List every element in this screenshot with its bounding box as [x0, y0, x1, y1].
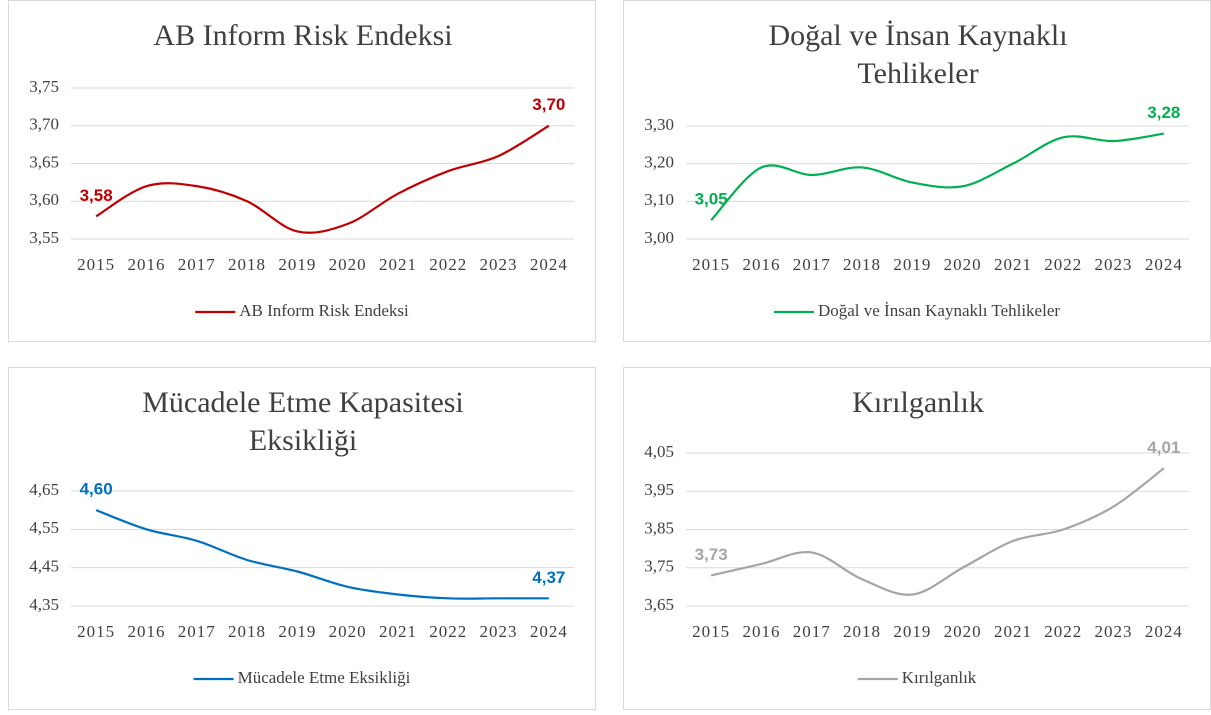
y-tick-label: 3,75 [644, 557, 674, 576]
y-tick-label: 3,75 [29, 77, 59, 96]
series-line [710, 467, 1165, 596]
x-tick-label: 2023 [480, 622, 518, 641]
data-label: 3,70 [532, 95, 565, 114]
series-line [95, 124, 550, 234]
y-tick-label: 3,65 [29, 152, 59, 171]
chart: 4,35 4,45 4,55 4,65 2015 2016 2017 2018 2019 2020… [29, 480, 574, 687]
x-tick-label: 2020 [329, 255, 367, 274]
chart-panel: Mücadele Etme Kapasitesi Eksikliği 4,35 4,… [8, 367, 596, 710]
y-tick-label: 3,10 [644, 190, 674, 209]
x-tick-label: 2022 [429, 255, 467, 274]
y-tick-label: 3,30 [644, 115, 674, 134]
data-label: 4,37 [532, 568, 565, 587]
x-tick-label: 2021 [994, 255, 1032, 274]
x-tick-label: 2021 [994, 622, 1032, 641]
y-tick-label: 3,55 [29, 228, 59, 247]
y-tick-label: 3,85 [644, 518, 674, 537]
x-tick-label: 2017 [793, 622, 831, 641]
x-tick-label: 2015 [692, 255, 730, 274]
x-tick-label: 2016 [127, 255, 165, 274]
x-tick-label: 2023 [1095, 255, 1133, 274]
x-tick-label: 2018 [228, 622, 266, 641]
y-tick-label: 3,70 [29, 115, 59, 134]
chart-title: Mücadele Etme Kapasitesi Eksikliği [142, 386, 464, 457]
x-tick-label: 2019 [893, 622, 931, 641]
x-tick-label: 2015 [77, 255, 115, 274]
x-tick-label: 2019 [278, 622, 316, 641]
chart: 3,00 3,10 3,20 3,30 2015 2016 2017 2018 2019 2020… [644, 103, 1189, 320]
y-tick-label: 4,65 [29, 480, 59, 499]
x-tick-label: 2018 [843, 255, 881, 274]
data-label: 3,05 [695, 190, 728, 209]
y-tick-label: 4,05 [644, 442, 674, 461]
x-tick-label: 2022 [1044, 622, 1082, 641]
y-tick-label: 3,00 [644, 228, 674, 247]
data-label: 4,01 [1147, 438, 1180, 457]
legend-label: Mücadele Etme Eksikliği [238, 668, 411, 687]
y-tick-label: 4,45 [29, 557, 59, 576]
chart-panel: Doğal ve İnsan Kaynaklı Tehlikeler 3,00 3,… [623, 0, 1211, 342]
x-tick-label: 2024 [530, 255, 568, 274]
x-tick-label: 2015 [692, 622, 730, 641]
legend-label: Doğal ve İnsan Kaynaklı Tehlikeler [818, 301, 1060, 320]
x-tick-label: 2020 [944, 622, 982, 641]
chart: 3,65 3,75 3,85 3,95 4,05 2015 2016 2017 2018 2019… [644, 438, 1189, 687]
data-label: 3,73 [695, 545, 728, 564]
x-tick-label: 2020 [329, 622, 367, 641]
data-label: 4,60 [80, 480, 113, 499]
x-tick-label: 2017 [793, 255, 831, 274]
x-tick-label: 2017 [178, 622, 216, 641]
x-tick-label: 2024 [1145, 255, 1183, 274]
y-tick-label: 3,60 [29, 190, 59, 209]
x-tick-label: 2019 [278, 255, 316, 274]
chart-panel: AB Inform Risk Endeksi 3,55 3,60 3,65 3,70 3,… [8, 0, 596, 342]
x-tick-label: 2022 [429, 622, 467, 641]
x-tick-label: 2021 [379, 255, 417, 274]
chart-title: Doğal ve İnsan Kaynaklı Tehlikeler [768, 19, 1068, 90]
x-tick-label: 2024 [1145, 622, 1183, 641]
x-tick-label: 2019 [893, 255, 931, 274]
x-tick-label: 2018 [843, 622, 881, 641]
y-tick-label: 4,55 [29, 518, 59, 537]
chart: 3,55 3,60 3,65 3,70 3,75 2015 2016 2017 2018 2019… [29, 77, 574, 320]
x-tick-label: 2016 [742, 255, 780, 274]
y-tick-label: 4,35 [29, 595, 59, 614]
x-tick-label: 2021 [379, 622, 417, 641]
data-label: 3,28 [1147, 103, 1180, 122]
y-tick-label: 3,20 [644, 153, 674, 172]
legend-label: Kırılganlık [902, 668, 977, 687]
x-tick-label: 2018 [228, 255, 266, 274]
chart-title: Kırılganlık [852, 386, 984, 419]
x-tick-label: 2024 [530, 622, 568, 641]
data-label: 3,58 [80, 186, 113, 205]
x-tick-label: 2022 [1044, 255, 1082, 274]
chart-title: AB Inform Risk Endeksi [153, 19, 453, 52]
x-tick-label: 2023 [1095, 622, 1133, 641]
x-tick-label: 2015 [77, 622, 115, 641]
x-tick-label: 2016 [127, 622, 165, 641]
x-tick-label: 2020 [944, 255, 982, 274]
chart-panel: Kırılganlık 3,65 3,75 3,85 3,95 4,05 2015 2016 2… [623, 367, 1211, 710]
x-tick-label: 2017 [178, 255, 216, 274]
series-line [95, 509, 549, 600]
y-tick-label: 3,65 [644, 595, 674, 614]
series-line [710, 132, 1165, 221]
x-tick-label: 2023 [480, 255, 518, 274]
y-tick-label: 3,95 [644, 480, 674, 499]
legend-label: AB Inform Risk Endeksi [239, 301, 409, 320]
x-tick-label: 2016 [742, 622, 780, 641]
